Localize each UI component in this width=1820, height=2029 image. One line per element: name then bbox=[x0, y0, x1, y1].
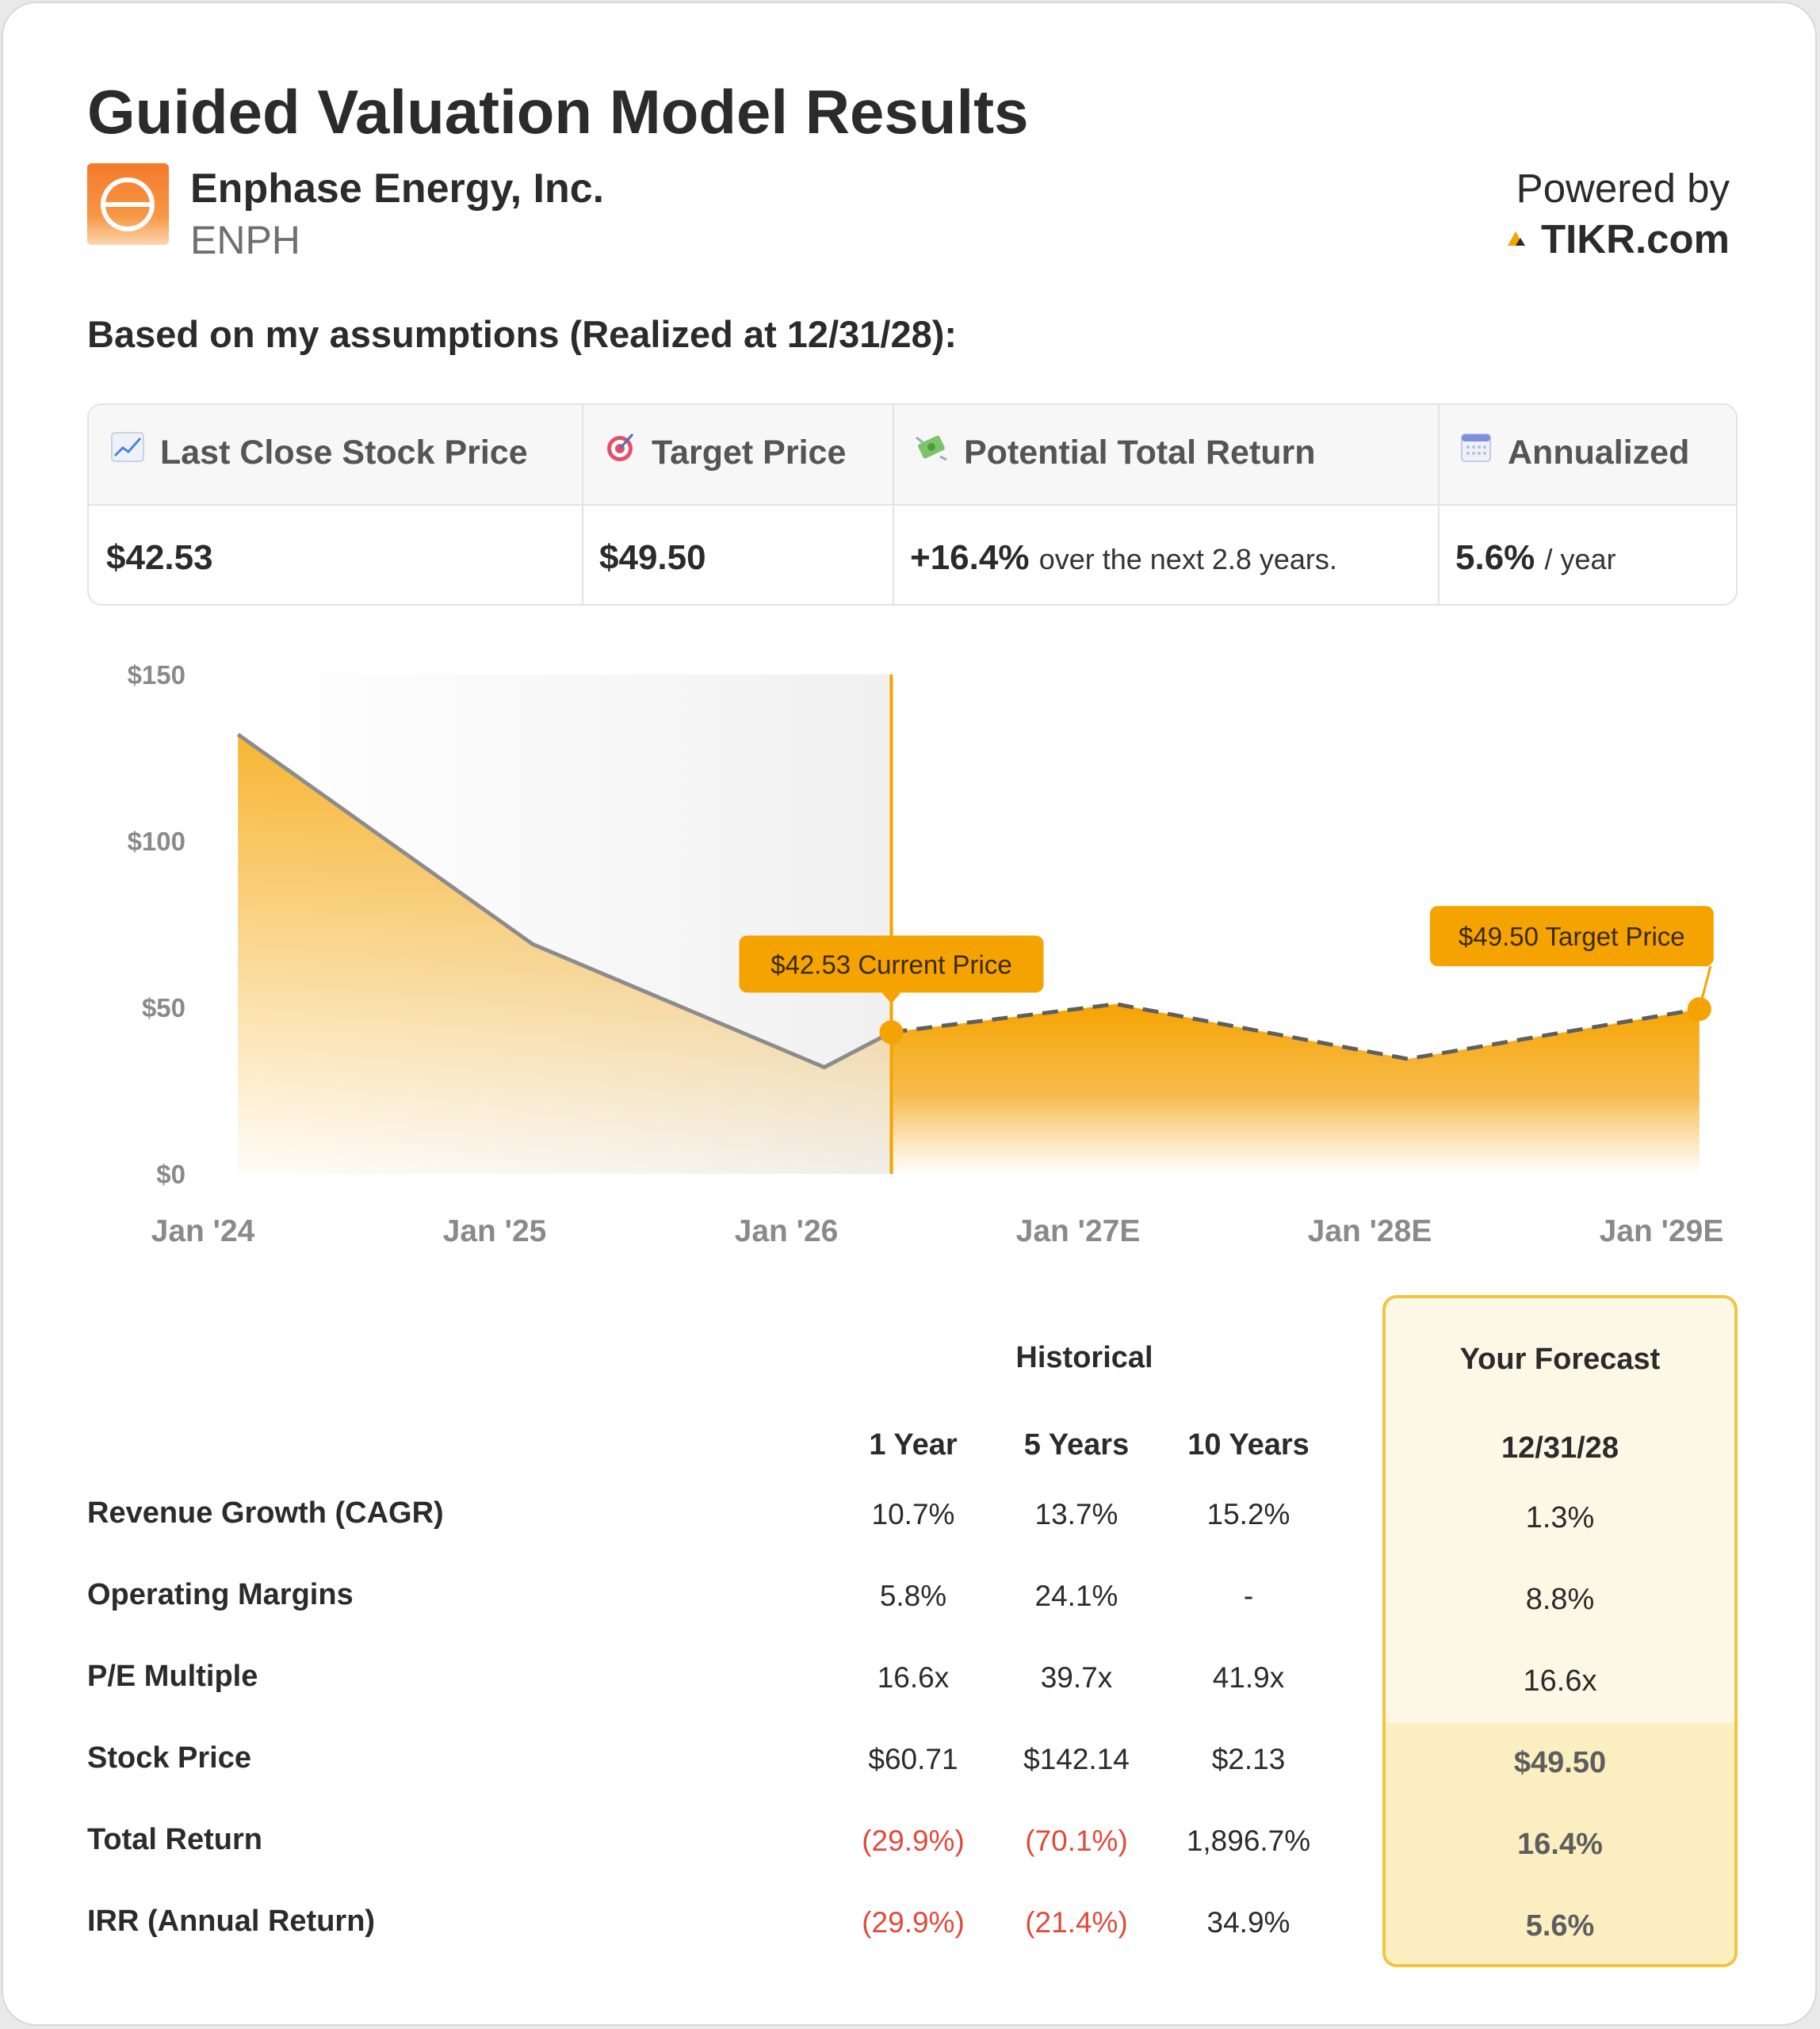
forecast-value: 16.4% bbox=[1517, 1828, 1603, 1861]
x-tick-label: Jan '29E bbox=[1600, 1214, 1724, 1248]
annotation-pointer bbox=[881, 992, 901, 1004]
x-tick-label: Jan '24 bbox=[151, 1214, 255, 1248]
historical-heading: Historical bbox=[1015, 1341, 1153, 1374]
assumptions-heading: Based on my assumptions (Realized at 12/… bbox=[87, 313, 958, 355]
historical-value: - bbox=[1243, 1580, 1254, 1612]
tikr-logo-icon bbox=[1508, 231, 1525, 246]
calendar-icon bbox=[1460, 431, 1492, 472]
forecast-date: 12/31/28 bbox=[1501, 1431, 1619, 1465]
annotation-label: $42.53 Current Price bbox=[770, 950, 1012, 979]
money-with-wings-icon bbox=[915, 431, 948, 472]
historical-value: $142.14 bbox=[1023, 1743, 1130, 1775]
annotation-box bbox=[1429, 906, 1714, 967]
historical-value: 15.2% bbox=[1206, 1498, 1290, 1530]
historical-value: (29.9%) bbox=[862, 1825, 965, 1857]
historical-value: 1,896.7% bbox=[1186, 1825, 1311, 1857]
y-tick-label: $50 bbox=[142, 993, 185, 1022]
target-icon bbox=[604, 431, 636, 472]
historical-value: (70.1%) bbox=[1025, 1825, 1128, 1857]
annualized-label: Annualized bbox=[1508, 434, 1690, 472]
y-tick-label: $0 bbox=[156, 1160, 185, 1189]
potential-return-label: Potential Total Return bbox=[964, 434, 1316, 472]
chart-increasing-icon bbox=[111, 432, 144, 471]
page-title: Guided Valuation Model Results bbox=[87, 77, 1029, 147]
historical-area bbox=[238, 734, 892, 1174]
column-divider bbox=[582, 405, 583, 604]
forecast-value: 5.6% bbox=[1525, 1909, 1595, 1943]
column-header-5y: 5 Years bbox=[1023, 1428, 1130, 1462]
historical-value: 16.6x bbox=[877, 1661, 950, 1694]
company-name: Enphase Energy, Inc. bbox=[190, 166, 605, 212]
column-divider bbox=[893, 405, 894, 604]
x-tick-label: Jan '27E bbox=[1016, 1214, 1141, 1248]
row-label: IRR (Annual Return) bbox=[87, 1905, 376, 1938]
historical-value: 39.7x bbox=[1040, 1661, 1113, 1694]
x-tick-label: Jan '26 bbox=[735, 1214, 839, 1248]
forecast-highlight bbox=[1386, 1723, 1734, 1964]
last-close-label: Last Close Stock Price bbox=[160, 434, 528, 472]
powered-by-label: Powered by bbox=[1516, 166, 1730, 211]
row-label: P/E Multiple bbox=[87, 1660, 258, 1693]
historical-value: $2.13 bbox=[1211, 1743, 1286, 1775]
x-tick-label: Jan '25 bbox=[443, 1214, 547, 1248]
target-price-value: $49.50 bbox=[599, 538, 706, 577]
company-logo bbox=[87, 163, 169, 245]
annualized-value: 5.6% / year bbox=[1455, 538, 1616, 578]
potential-return-value: +16.4% over the next 2.8 years. bbox=[910, 538, 1337, 578]
historical-value: 13.7% bbox=[1034, 1498, 1118, 1530]
historical-value: 10.7% bbox=[871, 1498, 955, 1530]
historical-value: 34.9% bbox=[1206, 1906, 1290, 1939]
row-label: Operating Margins bbox=[87, 1578, 354, 1611]
annotation-label: $49.50 Target Price bbox=[1459, 922, 1685, 951]
historical-value: (29.9%) bbox=[862, 1906, 965, 1939]
historical-value: (21.4%) bbox=[1025, 1906, 1128, 1939]
annotation-point bbox=[879, 1020, 904, 1045]
enphase-logo-icon bbox=[101, 178, 155, 231]
row-label: Stock Price bbox=[87, 1741, 251, 1775]
forecast-heading: Your Forecast bbox=[1459, 1343, 1661, 1376]
historical-value: 24.1% bbox=[1034, 1580, 1118, 1612]
historical-value: $60.71 bbox=[868, 1743, 958, 1775]
column-header-10y: 10 Years bbox=[1187, 1428, 1310, 1462]
forecast-value: 16.6x bbox=[1523, 1664, 1597, 1698]
last-close-header: Last Close Stock Price bbox=[111, 432, 528, 474]
historical-value: 41.9x bbox=[1212, 1661, 1285, 1694]
annualized-header: Annualized bbox=[1460, 434, 1689, 475]
summary-table: Last Close Stock Price Target Price Pote… bbox=[87, 403, 1738, 606]
column-divider bbox=[1438, 405, 1440, 604]
company-ticker: ENPH bbox=[190, 218, 300, 262]
historical-value: 5.8% bbox=[879, 1580, 947, 1612]
forecast-value: 1.3% bbox=[1525, 1501, 1595, 1534]
annualized-suffix: / year bbox=[1544, 543, 1616, 575]
forecast-panel: Your Forecast 12/31/28 1.3% 8.8% 16.6x $… bbox=[1382, 1295, 1738, 1967]
forecast-value: 8.8% bbox=[1525, 1583, 1595, 1616]
annualized-percent: 5.6% bbox=[1455, 538, 1535, 577]
potential-return-header: Potential Total Return bbox=[915, 434, 1316, 475]
annotation-point bbox=[1687, 997, 1711, 1022]
forecast-value: $49.50 bbox=[1513, 1746, 1607, 1779]
tikr-brand[interactable]: TIKR.com bbox=[1540, 216, 1730, 262]
target-price-label: Target Price bbox=[652, 434, 847, 472]
return-suffix: over the next 2.8 years. bbox=[1038, 543, 1337, 575]
return-percent: +16.4% bbox=[910, 538, 1030, 577]
column-header-1y: 1 Year bbox=[869, 1428, 958, 1462]
forecast-area bbox=[891, 1003, 1700, 1174]
price-chart: $0 $50 $100 $150 Jan '24 Jan '25 Jan '26 Jan '2… bbox=[128, 660, 1724, 1248]
y-tick-label: $100 bbox=[128, 827, 185, 856]
target-price-header: Target Price bbox=[604, 434, 846, 475]
annotation-box bbox=[739, 935, 1044, 993]
y-tick-label: $150 bbox=[128, 660, 185, 690]
x-tick-label: Jan '28E bbox=[1308, 1214, 1432, 1248]
row-label: Revenue Growth (CAGR) bbox=[87, 1496, 444, 1530]
historical-line bbox=[236, 732, 893, 1070]
forecast-line bbox=[891, 1002, 1700, 1061]
last-close-value: $42.53 bbox=[106, 538, 213, 577]
row-label: Total Return bbox=[87, 1823, 262, 1856]
